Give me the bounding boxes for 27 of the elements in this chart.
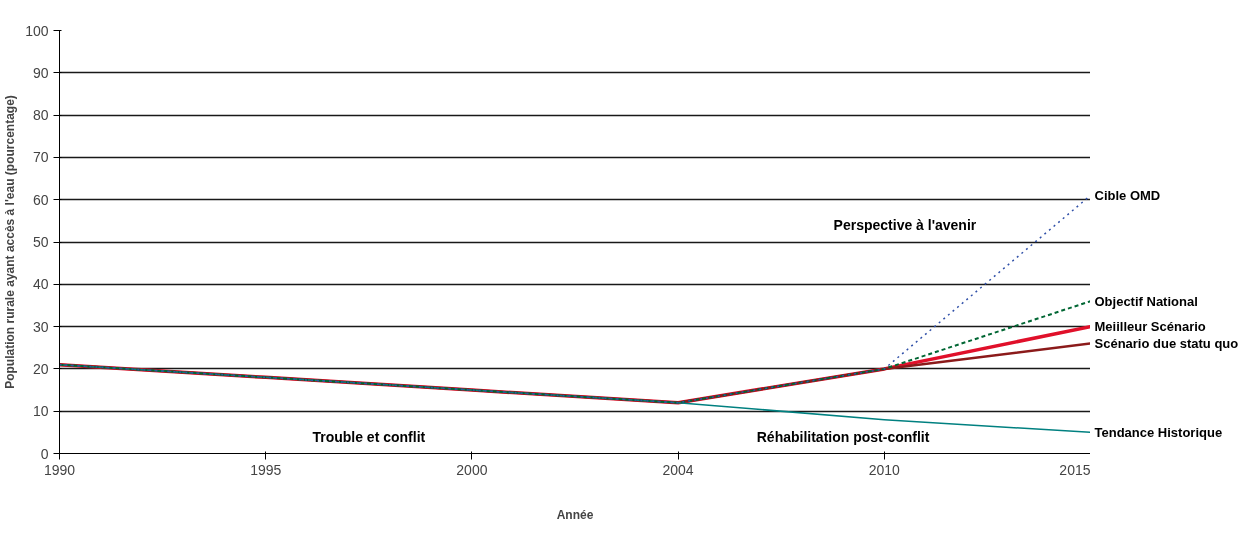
- series-label: Cible OMD: [1094, 187, 1161, 203]
- y-tick-label: 10: [32, 403, 49, 420]
- series-label: Objectif National: [1094, 293, 1198, 309]
- x-tick-label: 2010: [868, 461, 901, 478]
- y-tick-label: 30: [32, 318, 49, 335]
- y-axis-title: Population rurale ayant accès à l'eau (pourcentage): [3, 95, 18, 389]
- series-label: Tendance Historique: [1094, 424, 1223, 440]
- y-tick-label: 80: [32, 107, 49, 124]
- annotation: Perspective à l'avenir: [833, 217, 977, 234]
- x-axis-title: Année: [556, 507, 594, 522]
- series-label: Scénario due statu quo: [1094, 336, 1239, 352]
- x-tick-label: 2015: [1059, 461, 1091, 478]
- y-tick-label: 40: [32, 276, 49, 293]
- y-tick-label: 70: [32, 149, 49, 166]
- y-tick-label: 50: [32, 234, 49, 250]
- annotation: Réhabilitation post-conflit: [756, 428, 930, 445]
- y-tick-label: 90: [32, 64, 49, 81]
- x-tick-label: 2004: [662, 461, 694, 478]
- y-tick-label: 20: [32, 360, 49, 377]
- x-tick-label: 2000: [456, 461, 488, 478]
- annotation: Trouble et conflit: [312, 428, 426, 445]
- y-tick-label: 60: [32, 191, 49, 208]
- y-tick-label: 0: [40, 445, 49, 462]
- x-tick-label: 1995: [250, 461, 282, 478]
- x-tick-label: 1990: [43, 461, 76, 478]
- y-tick-label: 100: [25, 22, 49, 39]
- series-label: Meiilleur Scénario: [1094, 319, 1206, 335]
